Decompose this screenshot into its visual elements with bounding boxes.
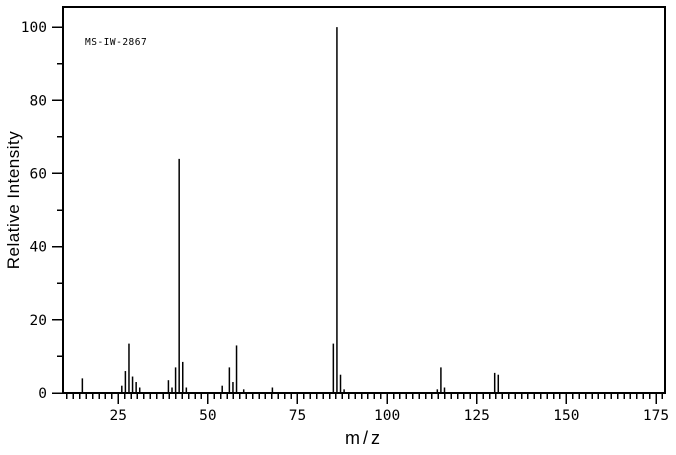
x-tick-label: 100 xyxy=(374,408,400,424)
axis-ticks xyxy=(52,26,664,404)
y-tick-label: 0 xyxy=(38,386,47,402)
y-tick-label: 100 xyxy=(21,20,47,36)
x-tick-label: 175 xyxy=(643,408,669,424)
x-tick-label: 150 xyxy=(553,408,579,424)
x-tick-label: 50 xyxy=(199,408,216,424)
x-tick-label: 125 xyxy=(464,408,490,424)
y-tick-label: 20 xyxy=(30,313,47,329)
spectrum-id-annotation: MS-IW-2867 xyxy=(85,37,147,48)
x-axis-title: m/z xyxy=(345,428,383,448)
axis-tick-labels: 25 50 75 100 125 150 175 0 20 40 60 80 100 xyxy=(21,20,669,424)
y-tick-label: 40 xyxy=(30,240,47,256)
x-tick-label: 75 xyxy=(289,408,306,424)
plot-frame xyxy=(62,6,666,394)
y-tick-label: 80 xyxy=(30,93,47,109)
y-tick-label: 60 xyxy=(30,166,47,182)
plot-border xyxy=(62,6,666,394)
spectrum-peaks xyxy=(81,27,500,392)
y-axis-title: Relative Intensity xyxy=(4,131,23,269)
x-tick-label: 25 xyxy=(109,408,126,424)
